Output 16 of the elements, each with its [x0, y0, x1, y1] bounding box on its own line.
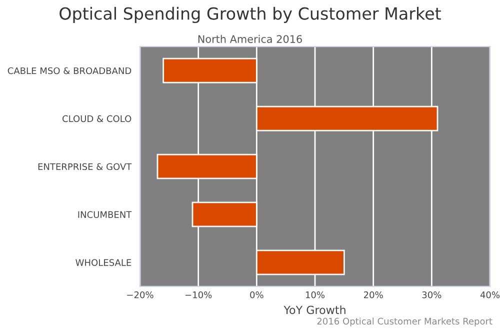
x-tick-label: 0%	[250, 291, 264, 298]
text: 2016 Optical Customer Markets Report	[317, 318, 492, 326]
x-tick-label: 40%	[480, 291, 500, 298]
y-tick-label: INCUMBENT	[78, 211, 132, 218]
y-tick-label: CLOUD & COLO	[62, 115, 132, 122]
chart-subtitle: North America 2016	[198, 34, 302, 43]
y-tick-label: CABLE MSO & BROADBAND	[8, 67, 132, 74]
y-tick-label: ENTERPRISE & GOVT	[38, 163, 132, 170]
x-tick-label: −10%	[185, 291, 212, 298]
x-tick-label: 30%	[422, 291, 442, 298]
x-tick-label: 10%	[306, 291, 325, 298]
x-tick-label: −20%	[127, 291, 154, 298]
x-tick-label: 20%	[364, 291, 383, 298]
chart-title: Optical Spending Growth by Customer Market	[60, 6, 441, 24]
x-axis-title: YoY Growth	[284, 306, 346, 314]
y-tick-label: WHOLESALE	[76, 259, 132, 266]
